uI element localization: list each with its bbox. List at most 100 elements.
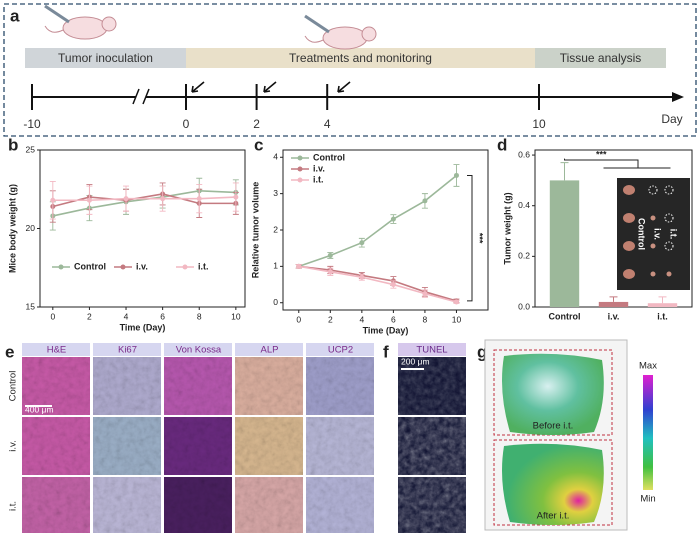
stain-header xyxy=(398,343,466,356)
stain-label: Von Kossa xyxy=(176,345,222,356)
stain-label: Ki67 xyxy=(118,345,137,356)
stain-header xyxy=(235,343,303,356)
micrograph-texture xyxy=(93,357,161,415)
x-tick-label: i.t. xyxy=(657,311,668,321)
micrograph-texture xyxy=(235,477,303,533)
point xyxy=(359,274,365,280)
fluorescence-texture xyxy=(398,417,466,475)
tumor xyxy=(650,215,656,221)
scale-bar-label: 200 μm xyxy=(401,356,430,366)
point xyxy=(390,216,396,222)
mouse-head xyxy=(101,16,117,32)
legend-label: i.v. xyxy=(313,163,325,173)
error-bar xyxy=(609,296,618,302)
phase-bar xyxy=(25,48,186,68)
panel-label: b xyxy=(8,135,18,154)
injection-arrow xyxy=(191,81,205,93)
significance-label: *** xyxy=(475,233,485,244)
point xyxy=(422,198,428,204)
micrograph-texture xyxy=(306,357,374,415)
heatmap-region xyxy=(502,443,604,525)
y-axis-label: Mice body weight (g) xyxy=(7,184,17,273)
x-tick-label: 10 xyxy=(452,314,462,324)
timeline-arrow xyxy=(672,92,684,102)
point xyxy=(233,194,239,200)
stain-header xyxy=(306,343,374,356)
series-line xyxy=(298,174,457,268)
image-label: After i.t. xyxy=(537,511,570,522)
point xyxy=(390,282,396,288)
legend-label: Control xyxy=(74,261,106,271)
x-axis-label: Time (Day) xyxy=(120,322,166,332)
point xyxy=(453,299,459,305)
legend-marker xyxy=(297,155,303,161)
y-tick-label: 2 xyxy=(273,224,278,234)
inset-label: i.v. xyxy=(653,228,663,240)
mouse-tail xyxy=(44,25,64,33)
stain-label: TUNEL xyxy=(416,345,447,356)
y-tick-label: 0.0 xyxy=(518,301,530,311)
timeline-tick-label: 0 xyxy=(183,117,190,131)
phase-label: Tissue analysis xyxy=(560,51,642,65)
micrograph-texture xyxy=(22,477,90,533)
group-label: i.v. xyxy=(8,440,19,451)
mouse-body xyxy=(322,26,368,50)
empty-circle xyxy=(648,185,658,195)
bar xyxy=(549,180,580,307)
stain-header xyxy=(93,343,161,356)
phase-bar xyxy=(186,48,535,68)
series-line xyxy=(298,265,457,303)
x-tick-label: 10 xyxy=(231,311,241,321)
injection-arrow xyxy=(263,81,277,93)
x-tick-label: 8 xyxy=(197,311,202,321)
point xyxy=(123,196,129,202)
x-tick-label: 6 xyxy=(391,314,396,324)
panel-label: g xyxy=(477,342,487,361)
y-tick-label: 4 xyxy=(273,152,278,162)
legend-label: i.t. xyxy=(313,174,324,184)
axis-break-gap xyxy=(136,92,146,102)
micrograph-texture xyxy=(306,477,374,533)
axis-break xyxy=(142,88,150,105)
point xyxy=(196,196,202,202)
y-tick-label: 25 xyxy=(26,144,36,154)
timeline-tick-label: 10 xyxy=(532,117,546,131)
tumor xyxy=(623,241,635,251)
series-line xyxy=(298,265,457,302)
colorbar xyxy=(643,375,653,490)
plot-frame xyxy=(39,149,246,308)
micrograph-texture xyxy=(306,417,374,475)
syringe xyxy=(304,14,330,34)
y-tick-label: 1 xyxy=(273,261,278,271)
y-tick-label: 3 xyxy=(273,188,278,198)
x-tick-label: 4 xyxy=(124,311,129,321)
timeline-tick-label: 2 xyxy=(253,117,260,131)
x-tick-label: 8 xyxy=(423,314,428,324)
phase-label: Treatments and monitoring xyxy=(289,51,432,65)
error-bar xyxy=(560,162,569,181)
heatmap-region xyxy=(502,353,604,435)
timeline-unit: Day xyxy=(661,112,682,126)
panel-label: f xyxy=(383,342,389,361)
panel-label: e xyxy=(5,342,14,361)
x-tick-label: Control xyxy=(549,311,581,321)
point xyxy=(160,196,166,202)
micrograph-texture xyxy=(164,357,232,415)
bar xyxy=(647,303,678,307)
y-axis-label: Relative tumor volume xyxy=(250,182,260,279)
timeline-tick-label: -10 xyxy=(23,117,41,131)
legend-label: i.t. xyxy=(198,261,209,271)
phase-bar xyxy=(535,48,666,68)
x-tick-label: 4 xyxy=(359,314,364,324)
colorbar-label: Min xyxy=(640,494,655,505)
point xyxy=(327,269,333,275)
error-bar xyxy=(658,296,667,304)
fluorescence-texture xyxy=(398,477,466,533)
panel-label: c xyxy=(254,135,263,154)
tumor xyxy=(650,271,656,277)
injection-arrow xyxy=(337,81,351,93)
micrograph-texture xyxy=(164,417,232,475)
phase-label: Tumor inoculation xyxy=(58,51,153,65)
micrograph-texture xyxy=(93,477,161,533)
